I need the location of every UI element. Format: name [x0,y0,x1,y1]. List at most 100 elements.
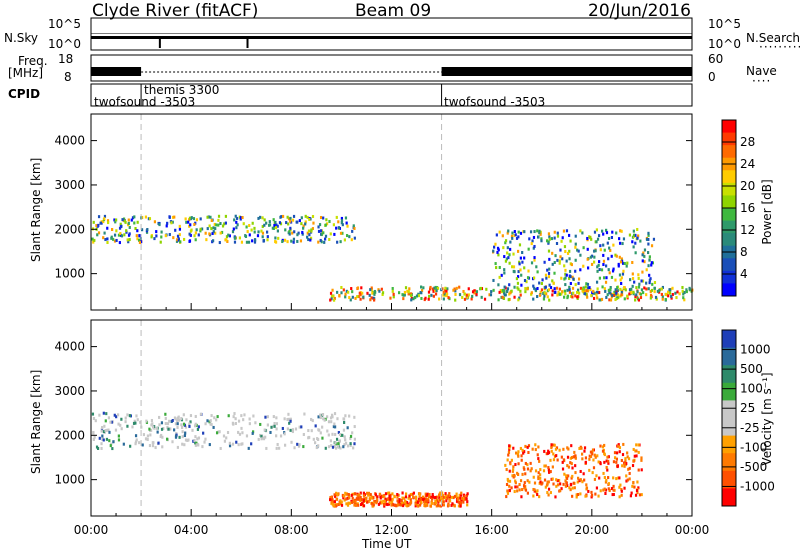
data-cell [614,288,617,292]
data-cell [527,451,530,455]
data-cell [494,262,497,266]
data-cell [648,258,651,262]
data-cell [381,291,385,295]
data-cell [414,504,417,508]
data-cell [620,488,623,492]
data-cell [502,246,505,250]
data-cell [520,458,523,462]
data-cell [160,230,163,234]
velocity-colorbar-tick-label: -1000 [740,479,775,493]
nave-dots: ···· [752,74,772,88]
data-cell [514,479,517,483]
data-cell [333,412,337,416]
data-cell [591,452,594,456]
data-cell [340,291,343,295]
data-cell [508,479,512,483]
data-cell [184,438,188,442]
data-cell [519,256,522,260]
data-cell [648,273,651,277]
data-cell [550,443,553,447]
data-cell [539,468,542,472]
data-cell [438,493,441,497]
data-cell [106,219,110,223]
xtick-label: 16:00 [474,523,509,537]
data-cell [605,228,608,232]
data-cell [395,504,398,508]
data-cell [206,227,209,231]
data-cell [311,419,314,423]
data-cell [517,450,520,454]
data-cell [429,285,432,289]
data-cell [128,414,131,418]
data-cell [555,286,559,290]
data-cell [573,450,576,454]
data-cell [134,227,137,231]
data-cell [637,285,641,289]
data-cell [458,493,461,497]
freq-tick-bottom: 8 [64,70,72,84]
data-cell [519,289,522,293]
data-cell [540,239,543,243]
data-cell [275,427,278,431]
data-cell [367,491,371,495]
data-cell [353,415,356,419]
data-cell [563,472,566,476]
data-cell [140,425,143,429]
data-cell [628,288,632,292]
data-cell [344,491,347,495]
data-cell [627,457,631,461]
data-cell [630,491,633,495]
data-cell [420,291,423,295]
data-cell [608,298,611,302]
data-cell [360,286,363,290]
data-cell [306,215,309,219]
data-cell [518,243,522,247]
data-cell [376,495,379,499]
data-cell [107,221,110,225]
data-cell [269,430,272,434]
data-cell [631,464,635,468]
data-cell [589,235,592,239]
data-cell [138,441,141,445]
data-cell [558,287,561,291]
data-cell [438,297,441,301]
data-cell [548,267,551,271]
data-cell [632,290,635,294]
data-cell [603,460,606,464]
data-cell [359,293,362,297]
data-cell [342,445,345,449]
data-cell [622,261,625,265]
data-cell [619,483,622,487]
data-cell [577,291,581,295]
data-cell [520,454,523,458]
data-cell [362,491,365,495]
data-cell [458,293,462,297]
data-cell [556,293,559,297]
data-cell [589,450,593,454]
data-cell [336,445,340,449]
data-cell [391,286,394,290]
data-cell [92,416,96,420]
data-cell [126,238,129,242]
data-cell [213,416,216,420]
data-cell [501,234,504,238]
data-cell [359,498,362,502]
data-cell [422,496,425,500]
data-cell [645,293,648,297]
data-cell [156,430,159,434]
data-cell [517,454,520,458]
data-cell [592,296,596,300]
data-cell [444,494,448,498]
data-cell [210,414,213,418]
data-cell [290,239,293,243]
data-cell [233,218,236,222]
data-cell [342,288,345,292]
data-cell [235,220,238,224]
data-cell [209,215,212,219]
data-cell [112,440,115,444]
data-cell [455,495,458,499]
data-cell [181,435,184,439]
data-cell [254,421,257,425]
data-cell [643,254,646,258]
data-cell [524,290,527,294]
